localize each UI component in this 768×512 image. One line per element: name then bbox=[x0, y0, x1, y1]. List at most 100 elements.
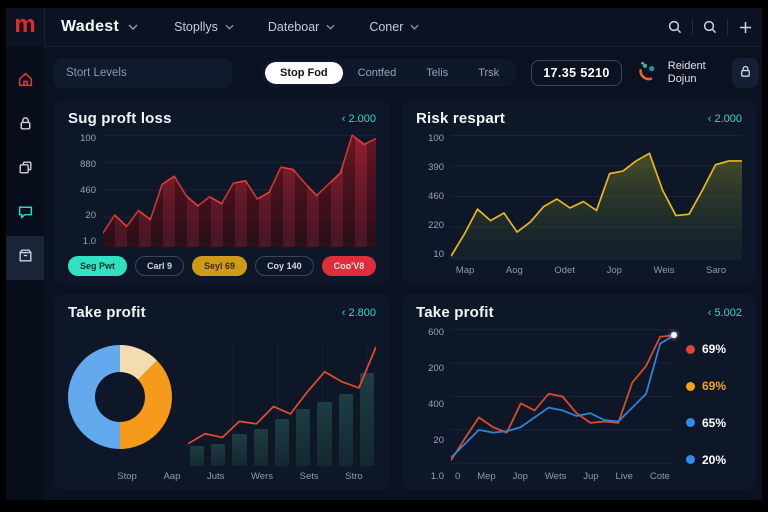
x-tick-label: Weis bbox=[653, 265, 675, 276]
tab-stop-fod[interactable]: Stop Fod bbox=[265, 62, 343, 84]
nav-item-label: Dateboar bbox=[267, 20, 320, 34]
plus-icon[interactable] bbox=[728, 8, 762, 46]
x-tick-label: Stro bbox=[345, 471, 363, 482]
panel-range-link[interactable]: ‹ 5.002 bbox=[707, 306, 742, 319]
y-tick-label: 20 bbox=[85, 210, 96, 222]
legend-chip-seg-pwt[interactable]: Seg Pwt bbox=[68, 256, 128, 276]
user-info[interactable]: Reident Dojun bbox=[636, 59, 718, 88]
search-icon[interactable] bbox=[658, 8, 692, 46]
x-tick-label: Map bbox=[455, 265, 475, 276]
tab-trsk[interactable]: Trsk bbox=[463, 62, 514, 84]
bar bbox=[190, 446, 205, 466]
divider bbox=[727, 19, 728, 35]
top-nav: Stopllys Dateboar Coner bbox=[174, 20, 419, 34]
nav-item-dateboar[interactable]: Dateboar bbox=[268, 20, 335, 34]
y-tick-label: 390 bbox=[428, 162, 444, 173]
x-axis-labels: Map Aog Odet Jop Weis Saro bbox=[416, 265, 742, 276]
topbar-actions bbox=[658, 8, 762, 46]
sidebar-item-home[interactable] bbox=[6, 60, 44, 104]
x-tick-label: Juts bbox=[206, 471, 225, 482]
home-icon bbox=[17, 71, 34, 93]
tab-telis[interactable]: Telis bbox=[411, 62, 463, 84]
legend-chip-coy-140[interactable]: Coy 140 bbox=[255, 256, 314, 276]
tab-group: Stop Fod Contfed Telis Trsk bbox=[262, 59, 518, 87]
bar bbox=[274, 418, 290, 466]
x-axis-labels: 0 Mep Jop Wets Jup Live Cote bbox=[451, 471, 674, 482]
y-tick-label: 220 bbox=[428, 220, 444, 231]
y-tick-label: 1.0 bbox=[82, 236, 96, 247]
dashboard-grid: Sug proft loss ‹ 2.000 100 880 460 20 1.0 Se… bbox=[54, 100, 756, 490]
panel-title: Sug proft loss bbox=[68, 110, 172, 127]
app-window: m Wadest Stopllys Dateboar Coner bbox=[6, 8, 762, 500]
bar bbox=[359, 373, 374, 466]
legend-chip-carl-9[interactable]: Carl 9 bbox=[135, 256, 185, 276]
logo-m-icon: m bbox=[14, 11, 36, 38]
legend-value: 65% bbox=[702, 415, 727, 430]
search-input[interactable] bbox=[54, 58, 232, 88]
sidebar-item-chat[interactable] bbox=[6, 192, 44, 236]
panel-take-profit-lines: Take profit ‹ 5.002 600 200 400 20 1.0 0 Mep J… bbox=[402, 294, 756, 490]
chevron-down-icon bbox=[326, 24, 335, 30]
lock-icon bbox=[738, 64, 753, 82]
sidebar-item-security[interactable] bbox=[6, 104, 44, 148]
legend-item: 69% bbox=[686, 379, 742, 393]
y-axis-labels: 600 200 400 20 1.0 bbox=[416, 327, 451, 482]
legend-value: 69% bbox=[702, 342, 727, 357]
panel-range-link[interactable]: ‹ 2.000 bbox=[707, 112, 742, 125]
activity-icon bbox=[636, 59, 660, 88]
x-tick-label: 0 bbox=[455, 471, 461, 482]
legend-value: 20% bbox=[702, 452, 727, 467]
panel-sug-proft-loss: Sug proft loss ‹ 2.000 100 880 460 20 1.0 Se… bbox=[54, 100, 390, 284]
panel-title: Risk respart bbox=[416, 110, 506, 127]
legend-chip-coo-v8[interactable]: Coo'V8 bbox=[321, 256, 377, 276]
top-bar: m Wadest Stopllys Dateboar Coner bbox=[6, 8, 762, 47]
app-logo[interactable]: m bbox=[6, 8, 45, 46]
y-tick-label: 460 bbox=[428, 191, 444, 202]
nav-item-coner[interactable]: Coner bbox=[369, 20, 419, 34]
panel-title: Take profit bbox=[68, 304, 146, 321]
y-tick-label: 20 bbox=[433, 435, 444, 446]
x-tick-label: Wets bbox=[544, 471, 567, 482]
sidebar-item-products[interactable] bbox=[6, 236, 44, 280]
tab-contfed[interactable]: Contfed bbox=[343, 62, 412, 84]
value-box[interactable]: 17.35 5210 bbox=[531, 60, 622, 86]
legend-item: 65% bbox=[686, 416, 742, 430]
y-axis-labels: 100 880 460 20 1.0 bbox=[68, 133, 103, 247]
box-icon bbox=[17, 247, 34, 269]
divider bbox=[692, 19, 693, 35]
brand-menu[interactable]: Wadest bbox=[61, 18, 138, 36]
y-tick-label: 460 bbox=[80, 184, 96, 196]
legend-item: 20% bbox=[686, 453, 742, 467]
legend-chip-seyl-69[interactable]: Seyl 69 bbox=[192, 256, 248, 276]
chart-legend: 69% 69% 65% 20% bbox=[686, 327, 742, 482]
lock-button[interactable] bbox=[731, 58, 759, 88]
x-tick-label: Jop bbox=[512, 471, 528, 482]
x-tick-label: Saro bbox=[706, 265, 727, 276]
legend-dot-icon bbox=[686, 344, 695, 354]
panel-risk-respart: Risk respart ‹ 2.000 100 390 460 220 10 Map A… bbox=[402, 100, 756, 284]
x-tick-label: Aog bbox=[505, 265, 523, 276]
nav-item-stopllys[interactable]: Stopllys bbox=[174, 20, 234, 34]
x-tick-label: Live bbox=[615, 471, 633, 482]
chevron-down-icon bbox=[128, 24, 138, 30]
legend-chips: Seg Pwt Carl 9 Seyl 69 Coy 140 Coo'V8 bbox=[68, 256, 377, 276]
panel-range-link[interactable]: ‹ 2.000 bbox=[341, 112, 376, 125]
red-area-chart bbox=[103, 133, 376, 247]
panel-range-link[interactable]: ‹ 2.800 bbox=[341, 306, 376, 319]
legend-dot-icon bbox=[686, 418, 695, 428]
search-icon[interactable] bbox=[693, 8, 727, 46]
sidebar-item-copies[interactable] bbox=[6, 148, 44, 192]
bar bbox=[232, 433, 247, 466]
legend-value: 69% bbox=[702, 379, 727, 394]
bar bbox=[296, 408, 311, 466]
x-tick-label: Aap bbox=[163, 471, 181, 482]
y-tick-label: 100 bbox=[80, 133, 96, 144]
y-tick-label: 600 bbox=[428, 327, 444, 338]
y-tick-label: 400 bbox=[428, 399, 444, 410]
x-tick-label: Wers bbox=[251, 471, 274, 482]
chat-icon bbox=[17, 203, 34, 225]
legend-dot-icon bbox=[686, 381, 695, 391]
chevron-down-icon bbox=[410, 24, 419, 30]
